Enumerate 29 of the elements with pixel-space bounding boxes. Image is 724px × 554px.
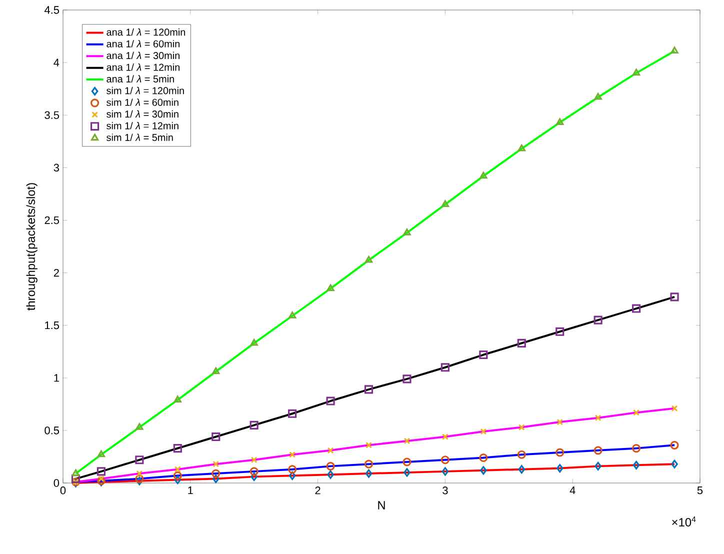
legend-label: ana 1/ λ = 30min (106, 52, 180, 60)
y-tick-label: 3 (54, 164, 59, 172)
legend-label: sim 1/ λ = 60min (106, 98, 178, 106)
legend-label: sim 1/ λ = 30min (106, 110, 178, 118)
y-tick-label: 3.5 (44, 111, 60, 119)
legend-label: sim 1/ λ = 5min (106, 134, 173, 142)
legend-label: sim 1/ λ = 12min (106, 122, 178, 130)
y-tick-label: 2 (54, 268, 59, 277)
y-tick-label: 2.5 (44, 216, 60, 224)
legend-label: ana 1/ λ = 60min (106, 40, 180, 48)
x-tick-label: 4 (570, 486, 576, 494)
y-tick-label: 1.5 (45, 322, 60, 330)
y-tick-label: 0 (54, 479, 60, 487)
x-tick-label: 5 (697, 486, 703, 494)
x-tick-label: 0 (60, 486, 66, 494)
y-tick-label: 4.5 (44, 6, 60, 14)
x-tick-label: 1 (188, 486, 193, 494)
x-tick-label: 3 (442, 486, 448, 494)
legend-label: sim 1/ λ = 120min (106, 86, 184, 94)
legend-label: ana 1/ λ = 5min (106, 75, 174, 82)
y-tick-label: 4 (54, 58, 60, 66)
text: ×10$^{4}$ (672, 516, 696, 526)
legend-label: ana 1/ λ = 12min (106, 63, 180, 71)
y-axis-title: throughput(packets/slot) (26, 183, 38, 310)
x-axis-title: N (378, 501, 385, 510)
legend-label: ana 1/ λ = 120min (106, 28, 186, 36)
y-tick-label: 0.5 (44, 426, 60, 434)
x-tick-label: 2 (315, 486, 320, 494)
y-tick-label: 1 (54, 374, 59, 382)
